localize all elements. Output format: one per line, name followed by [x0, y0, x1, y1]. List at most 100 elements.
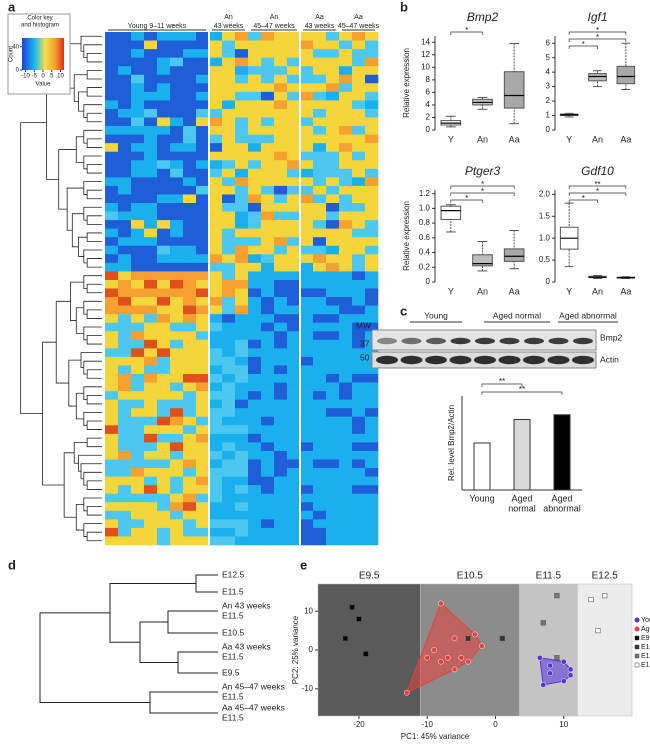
heatmap-cell: [131, 356, 145, 366]
heatmap-cell: [352, 485, 366, 494]
heatmap-cell: [235, 519, 249, 529]
bar: [513, 419, 531, 491]
heatmap-cell: [105, 382, 119, 392]
tree-leaf-label: E10.5: [222, 627, 244, 637]
heatmap-cell: [248, 519, 262, 529]
heatmap-cell: [300, 305, 314, 315]
heatmap-cell: [144, 314, 158, 323]
heatmap-cell: [235, 91, 249, 101]
heatmap-cell: [196, 40, 210, 50]
heatmap-cell: [209, 57, 223, 67]
heatmap-cell: [248, 442, 262, 452]
heatmap-cell: [326, 382, 340, 392]
heatmap-cell: [339, 40, 353, 50]
heatmap-cell: [326, 91, 340, 101]
heatmap-cell: [183, 374, 197, 383]
heatmap-cell: [274, 271, 288, 281]
heatmap-cell: [365, 254, 379, 264]
heatmap-cell: [209, 49, 223, 58]
heatmap-cell: [157, 168, 171, 178]
heatmap-cell: [196, 66, 210, 76]
heatmap-cell: [183, 203, 197, 212]
heatmap-cell: [235, 143, 249, 152]
heatmap-cell: [196, 322, 210, 332]
heatmap-cell: [222, 91, 236, 101]
group-label: An: [224, 14, 233, 21]
heatmap-cell: [222, 314, 236, 323]
heatmap-cell: [118, 194, 132, 204]
heatmap-cell: [105, 228, 119, 238]
heatmap-cell: [261, 143, 275, 152]
heatmap-cell: [196, 168, 210, 178]
heatmap-cell: [274, 220, 288, 229]
y-tick-label: 2: [546, 96, 551, 105]
heatmap-cell: [144, 382, 158, 392]
significance-bracket: [450, 199, 483, 203]
heatmap-cell: [196, 382, 210, 392]
stage-label: E12.5: [592, 571, 619, 582]
heatmap-cell: [131, 314, 145, 323]
heatmap-cell: [287, 425, 301, 435]
color-key-title: Color key: [27, 16, 52, 22]
y-tick-label: 4: [426, 100, 431, 109]
heatmap-cell: [105, 322, 119, 332]
dendrogram-branch: [83, 523, 102, 537]
heatmap-cell: [144, 177, 158, 187]
heatmap-cell: [144, 262, 158, 272]
heatmap-cell: [118, 348, 132, 358]
heatmap-cell: [261, 331, 275, 341]
heatmap-cell: [222, 408, 236, 418]
heatmap-cell: [274, 365, 288, 375]
heatmap-cell: [300, 66, 314, 76]
heatmap-cell: [105, 536, 119, 546]
heatmap-cell: [235, 493, 249, 503]
heatmap-cell: [144, 527, 158, 537]
heatmap-cell: [326, 211, 340, 221]
heatmap-cell: [365, 493, 379, 503]
heatmap-cell: [131, 468, 145, 477]
heatmap-cell: [118, 485, 132, 494]
dendrogram-branch: [83, 360, 102, 375]
heatmap-cell: [248, 194, 262, 204]
heatmap-cell: [300, 74, 314, 84]
heatmap-cell: [157, 151, 171, 161]
dendrogram-branch: [86, 437, 102, 448]
heatmap-cell: [365, 100, 379, 110]
point: [588, 596, 594, 603]
heatmap-cell: [287, 459, 301, 469]
heatmap-cell: [144, 485, 158, 494]
heatmap-cell: [235, 254, 249, 264]
heatmap-cell: [339, 177, 353, 187]
tree-leaf-label: An 45–47 weeks: [222, 681, 285, 691]
x-tick-label: An: [592, 286, 603, 296]
heatmap-cell: [287, 408, 301, 418]
heatmap-cell: [287, 143, 301, 152]
heatmap-cell: [339, 220, 353, 229]
heatmap-cell: [222, 262, 236, 272]
heatmap-cell: [183, 408, 197, 418]
heatmap-cell: [313, 220, 327, 229]
heatmap-cell: [209, 425, 223, 435]
heatmap-cell: [209, 527, 223, 537]
heatmap-cell: [118, 228, 132, 238]
heatmap-cell: [300, 126, 314, 135]
heatmap-cell: [118, 331, 132, 341]
heatmap-cell: [339, 502, 353, 512]
heatmap-cell: [313, 177, 327, 187]
heatmap-cell: [118, 271, 132, 281]
heatmap-cell: [170, 57, 184, 67]
heatmap-cell: [287, 160, 301, 170]
heatmap-cell: [222, 425, 236, 435]
heatmap-cell: [365, 374, 379, 383]
heatmap-cell: [131, 168, 145, 178]
dendrogram-branch: [78, 236, 88, 257]
heatmap-cell: [105, 365, 119, 375]
dendrogram-branch: [86, 232, 102, 242]
heatmap-cell: [170, 331, 184, 341]
heatmap-cell: [196, 279, 210, 289]
heatmap-cell: [339, 485, 353, 494]
heatmap-cell: [157, 185, 171, 195]
heatmap-cell: [105, 339, 119, 349]
heatmap-cell: [339, 356, 353, 366]
heatmap-cell: [339, 365, 353, 375]
